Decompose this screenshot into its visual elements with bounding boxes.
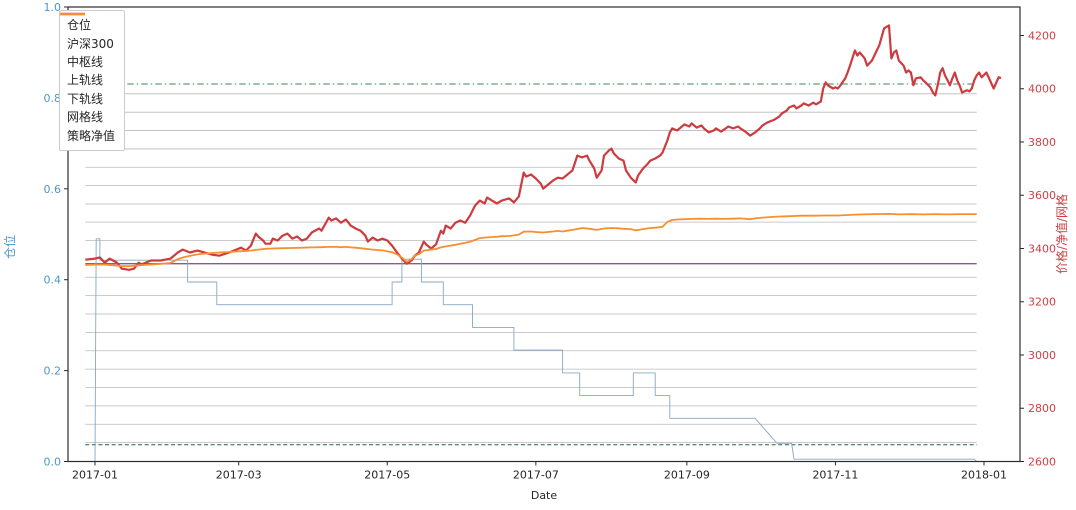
right-tick-label: 2600: [1028, 456, 1056, 469]
left-tick-label: 0.8: [44, 92, 62, 105]
right-tick-label: 4200: [1028, 29, 1056, 42]
x-tick-label: 2018-01: [961, 469, 1007, 482]
axes-layer: [64, 6, 1024, 466]
x-axis-title: Date: [531, 489, 558, 502]
series-沪深300: [85, 24, 1002, 271]
legend-label: 网格线: [67, 110, 104, 125]
right-tick-label: 2800: [1028, 402, 1056, 415]
left-axis-title: 仓位: [2, 235, 17, 259]
left-tick-label: 0.4: [44, 274, 62, 287]
tick-labels-layer: 0.0 0.2 0.4 0.6 0.8 1.0 2600 2800 3000 3200 3400 36…: [44, 1, 1057, 482]
legend-label: 上轨线: [67, 73, 104, 88]
legend-label: 仓位: [67, 18, 92, 33]
right-tick-label: 3800: [1028, 136, 1056, 149]
legend-label: 中枢线: [67, 54, 104, 69]
right-tick-label: 3400: [1028, 242, 1056, 255]
series-layer: [85, 24, 1002, 462]
legend-item-中枢线: 中枢线: [60, 13, 115, 71]
left-tick-label: 0.6: [44, 183, 62, 196]
legend-item-网格线: 网格线: [60, 13, 115, 126]
left-tick-label: 0.0: [44, 456, 62, 469]
legend-item-下轨线: 下轨线: [60, 13, 115, 108]
right-tick-label: 3000: [1028, 349, 1056, 362]
plot-border: [67, 6, 1021, 463]
legend-item-仓位: 仓位: [60, 13, 115, 34]
right-tick-label: 3600: [1028, 189, 1056, 202]
right-tick-label: 3200: [1028, 296, 1056, 309]
legend-item-策略净值: 策略净值: [60, 13, 116, 144]
x-tick-label: 2017-05: [364, 469, 410, 482]
x-tick-label: 2017-03: [216, 469, 262, 482]
x-tick-label: 2017-07: [513, 469, 559, 482]
legend: 仓位沪深300 中枢线上轨线下轨线网格线策略净值: [59, 10, 126, 151]
legend-item-上轨线: 上轨线: [60, 13, 115, 89]
series-仓位: [85, 238, 978, 462]
legend-line-sample: [60, 13, 85, 15]
series-策略净值: [85, 212, 977, 268]
legend-label: 下轨线: [67, 91, 104, 106]
gridlines-layer: [85, 93, 977, 443]
left-tick-label: 1.0: [44, 1, 62, 14]
legend-item-沪深300: 沪深300: [60, 12, 115, 52]
right-tick-label: 4000: [1028, 83, 1056, 96]
right-axis-title: 价格/净值/网格: [1054, 194, 1069, 274]
x-tick-label: 2017-01: [72, 469, 118, 482]
legend-label: 策略净值: [67, 128, 116, 143]
bands-layer: [85, 83, 977, 446]
legend-label: 沪深300: [67, 36, 114, 51]
x-tick-label: 2017-11: [812, 469, 858, 482]
x-tick-label: 2017-09: [664, 469, 710, 482]
left-tick-label: 0.2: [44, 365, 62, 378]
